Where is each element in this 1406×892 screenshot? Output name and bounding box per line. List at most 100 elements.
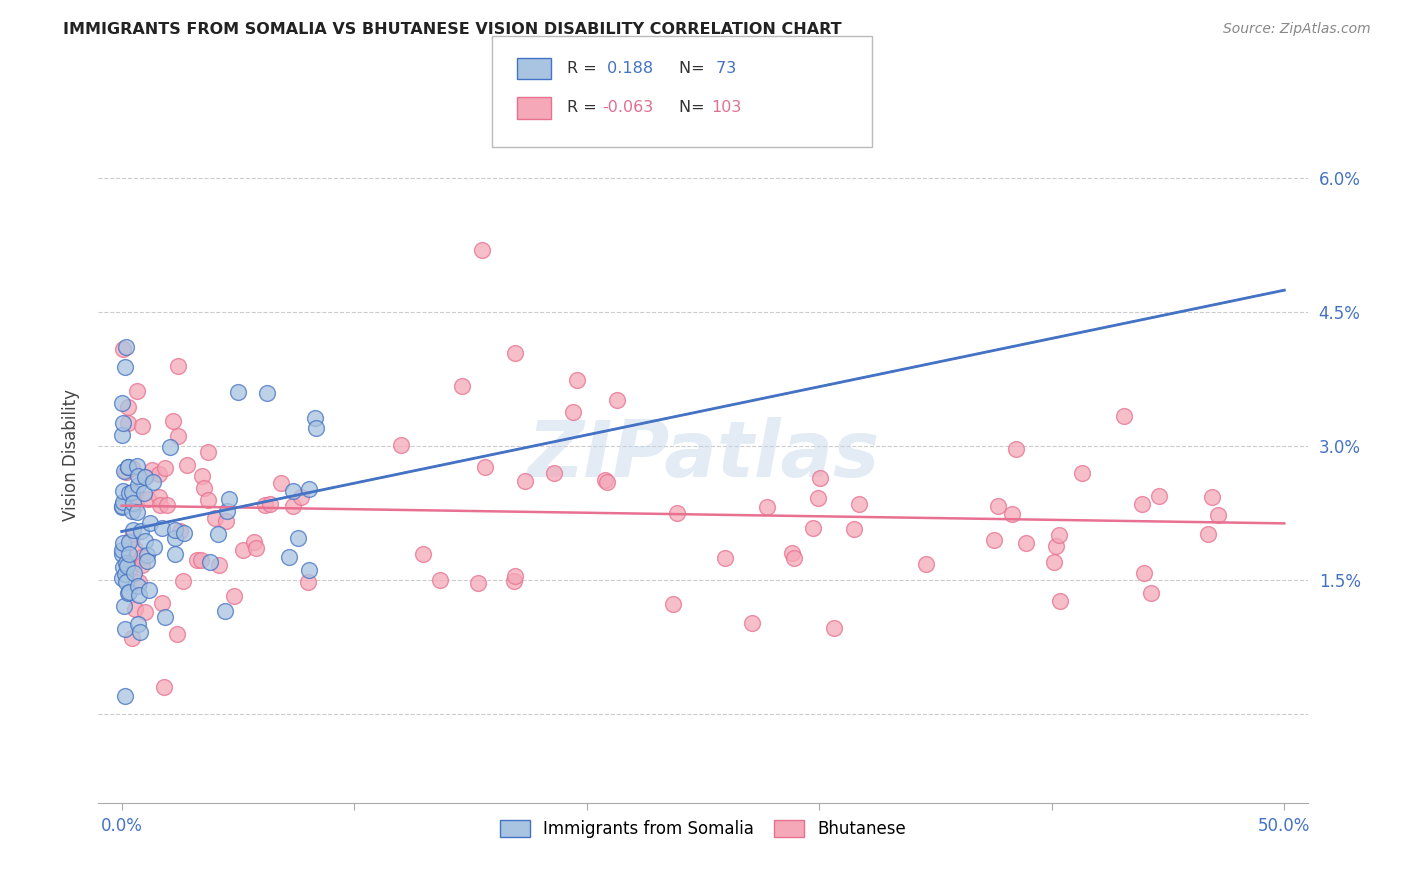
Point xyxy=(259,497,281,511)
Point xyxy=(150,596,173,610)
Point xyxy=(596,475,619,490)
Point xyxy=(915,557,938,571)
Point xyxy=(226,385,249,400)
Point xyxy=(138,516,160,531)
Point xyxy=(567,373,589,387)
Point xyxy=(165,531,187,545)
Point xyxy=(121,461,143,475)
Point xyxy=(1147,489,1170,503)
Point xyxy=(112,464,135,478)
Point xyxy=(111,499,134,513)
Legend: Immigrants from Somalia, Bhutanese: Immigrants from Somalia, Bhutanese xyxy=(492,812,914,847)
Point xyxy=(138,582,160,597)
Point xyxy=(290,490,312,504)
Point xyxy=(150,520,173,534)
Point xyxy=(243,535,266,549)
Point xyxy=(186,553,208,567)
Point xyxy=(256,386,278,401)
Point xyxy=(114,340,136,354)
Point xyxy=(471,243,494,257)
Point xyxy=(114,689,136,703)
Point xyxy=(114,359,136,374)
Point xyxy=(283,499,305,513)
Text: R =: R = xyxy=(567,101,602,115)
Point xyxy=(117,586,139,600)
Point xyxy=(1206,508,1229,523)
Point xyxy=(117,534,139,549)
Text: N=: N= xyxy=(679,62,710,76)
Point xyxy=(127,468,149,483)
Point xyxy=(124,497,146,511)
Point xyxy=(606,392,628,407)
Point xyxy=(298,482,321,496)
Point xyxy=(198,556,221,570)
Point xyxy=(297,575,319,590)
Point xyxy=(191,469,214,483)
Point xyxy=(167,429,190,443)
Point xyxy=(122,523,145,537)
Point xyxy=(503,574,526,588)
Point xyxy=(801,521,824,535)
Point xyxy=(127,384,149,399)
Point xyxy=(129,524,152,538)
Text: N=: N= xyxy=(679,101,710,115)
Point xyxy=(207,527,229,541)
Point xyxy=(148,467,170,482)
Point xyxy=(1004,442,1026,456)
Point xyxy=(117,400,139,414)
Point xyxy=(121,631,143,645)
Point xyxy=(662,597,685,611)
Point xyxy=(148,490,170,504)
Point xyxy=(1197,527,1219,541)
Point xyxy=(270,475,292,490)
Point xyxy=(515,474,537,488)
Text: 0.188: 0.188 xyxy=(602,62,652,76)
Point xyxy=(117,460,139,475)
Point xyxy=(114,567,136,582)
Point xyxy=(131,550,153,565)
Point xyxy=(118,584,141,599)
Point xyxy=(214,604,236,618)
Point xyxy=(159,440,181,454)
Point xyxy=(741,615,763,630)
Point xyxy=(122,566,145,581)
Point xyxy=(755,500,778,514)
Point xyxy=(115,465,138,479)
Point xyxy=(1047,528,1070,542)
Point xyxy=(155,461,177,475)
Point xyxy=(207,558,229,573)
Point xyxy=(167,359,190,374)
Point xyxy=(136,491,159,506)
Point xyxy=(197,493,219,508)
Point xyxy=(217,504,239,518)
Point xyxy=(121,530,143,544)
Point xyxy=(134,470,156,484)
Point xyxy=(111,571,134,585)
Point xyxy=(153,610,176,624)
Point xyxy=(121,485,143,500)
Point xyxy=(112,416,135,430)
Point xyxy=(305,421,328,435)
Text: ZIPatlas: ZIPatlas xyxy=(527,417,879,493)
Point xyxy=(287,531,309,545)
Point xyxy=(118,486,141,500)
Point xyxy=(112,536,135,550)
Point xyxy=(127,478,149,492)
Point xyxy=(124,541,146,556)
Point xyxy=(132,485,155,500)
Point xyxy=(156,498,179,512)
Y-axis label: Vision Disability: Vision Disability xyxy=(62,389,80,521)
Point xyxy=(277,550,299,565)
Point xyxy=(111,547,134,561)
Point xyxy=(166,627,188,641)
Point xyxy=(298,563,321,577)
Point xyxy=(162,414,184,428)
Point xyxy=(124,601,146,615)
Point xyxy=(114,622,136,636)
Point xyxy=(190,553,212,567)
Point xyxy=(783,550,806,565)
Point xyxy=(1201,490,1223,504)
Text: R =: R = xyxy=(567,62,602,76)
Point xyxy=(467,575,489,590)
Point xyxy=(193,481,215,495)
